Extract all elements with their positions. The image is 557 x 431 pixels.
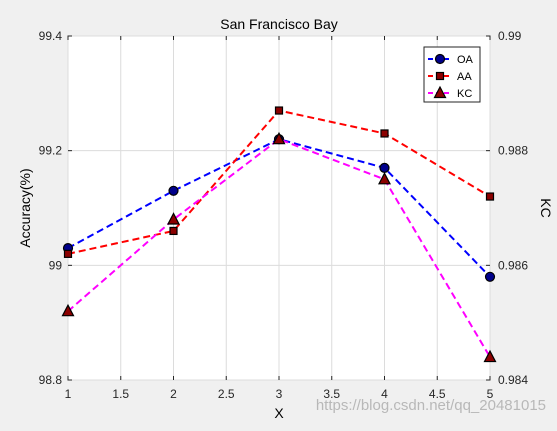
x-tick-label: 1.5 — [112, 387, 129, 401]
data-point-aa — [63, 249, 73, 258]
legend-marker-kc — [433, 85, 447, 99]
data-point-kc — [483, 349, 497, 363]
legend-marker-aa — [435, 71, 445, 81]
data-point-kc — [272, 131, 286, 145]
y-right-tick-label: 0.986 — [498, 258, 528, 272]
x-tick-label: 3.5 — [323, 387, 340, 401]
chart-title: San Francisco Bay — [220, 16, 338, 32]
legend-item-oa: OA — [428, 53, 474, 66]
legend-item-aa: AA — [428, 71, 472, 83]
y-right-tick-label: 0.984 — [498, 373, 528, 387]
y-tick-label: 99.4 — [39, 29, 63, 43]
x-tick-label: 2 — [170, 387, 177, 401]
y-tick-label: 98.8 — [39, 373, 63, 387]
y-axis-label-right: KC — [538, 198, 554, 217]
data-point-kc — [167, 212, 180, 225]
y-tick-label: 99.2 — [39, 144, 63, 158]
data-point-kc — [378, 172, 391, 185]
data-point-oa — [168, 185, 179, 196]
x-tick-label: 5 — [487, 387, 494, 401]
x-tick-label: 4.5 — [429, 387, 446, 401]
watermark: https://blog.csdn.net/qq_20481015 — [316, 397, 546, 414]
legend-label-kc: KC — [457, 88, 472, 100]
y-axis-label: Accuracy(%) — [17, 168, 33, 247]
series-kc — [61, 131, 497, 363]
legend-label-oa: OA — [457, 54, 474, 66]
y-right-tick-label: 0.99 — [498, 29, 522, 43]
axis-ticks: 1 1.5 2 2.5 3 3.5 4 4.5 5 98.8 99 99.2 99.4 0.984 0.98… — [39, 29, 529, 401]
y-tick-label: 99 — [49, 258, 63, 272]
legend-marker-oa — [434, 53, 446, 65]
series-line-kc — [67, 138, 491, 358]
data-point-aa — [380, 129, 389, 138]
x-tick-label: 3 — [276, 387, 283, 401]
data-point-oa — [379, 162, 390, 173]
series-aa — [63, 106, 495, 258]
series-layer — [61, 106, 497, 363]
data-point-oa — [484, 271, 496, 282]
data-point-aa — [274, 106, 284, 115]
x-tick-label: 1 — [65, 387, 72, 401]
data-point-aa — [485, 192, 495, 201]
x-axis-label: X — [274, 405, 284, 421]
legend-label-aa: AA — [457, 71, 472, 83]
legend: OA AA KC — [423, 46, 481, 103]
data-point-kc — [61, 303, 75, 317]
data-point-aa — [169, 226, 178, 236]
x-tick-label: 4 — [381, 387, 388, 401]
x-tick-label: 2.5 — [218, 387, 235, 401]
legend-box — [423, 46, 481, 103]
legend-item-kc: KC — [428, 85, 472, 100]
y-right-tick-label: 0.988 — [498, 144, 528, 158]
